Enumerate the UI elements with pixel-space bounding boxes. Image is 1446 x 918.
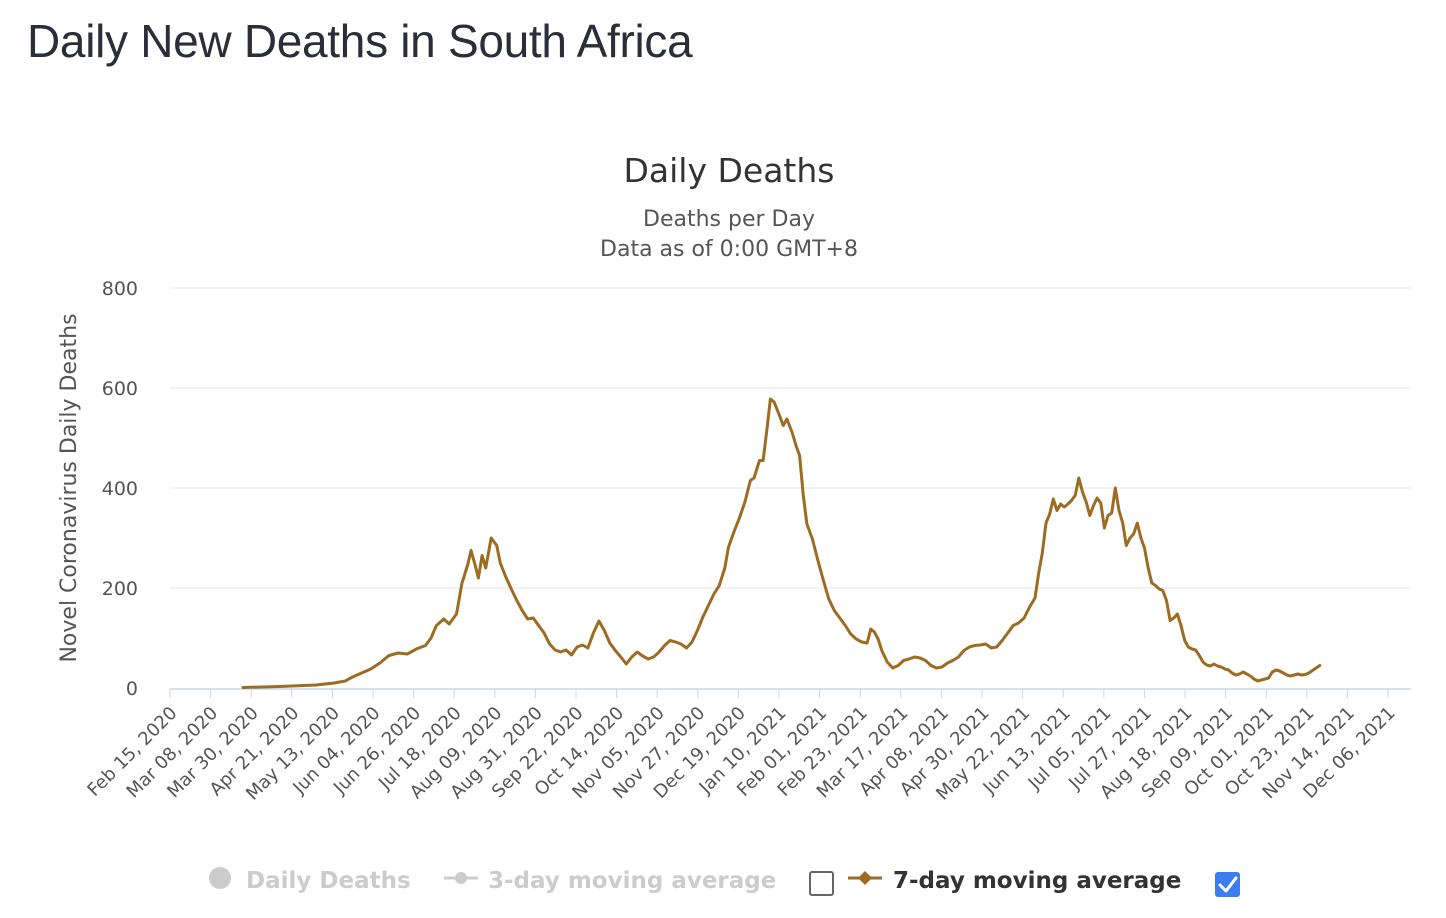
legend-label: 7-day moving average	[893, 868, 1181, 894]
page-title: Daily New Deaths in South Africa	[27, 15, 693, 67]
checkbox-box	[1215, 872, 1240, 897]
y-axis-label: Novel Coronavirus Daily Deaths	[57, 313, 82, 662]
legend-item-3-day-moving-average[interactable]: 3-day moving average	[444, 868, 776, 894]
y-tick-label: 200	[102, 578, 138, 600]
y-tick-label: 800	[102, 278, 138, 300]
grid-lines	[170, 287, 1411, 589]
legend-label: 3-day moving average	[488, 868, 776, 894]
chart-title: Daily Deaths	[624, 151, 835, 190]
legend-marker-circle-icon	[455, 872, 467, 884]
legend-item-7-day-moving-average[interactable]: 7-day moving average	[848, 868, 1181, 894]
checkbox-unchecked[interactable]	[809, 871, 834, 896]
series-line-7-day-moving-average	[241, 397, 1322, 689]
y-tick-label: 400	[102, 478, 138, 500]
checkmark-icon	[1218, 876, 1238, 893]
y-tick-label: 600	[102, 378, 138, 400]
chart-subtitle-line-1: Deaths per Day	[643, 207, 815, 232]
legend-marker-diamond-icon	[858, 871, 872, 885]
legend-marker-circle-icon	[209, 867, 231, 889]
legend: Daily Deaths 3-day moving average 7-day mo…	[209, 867, 1240, 897]
y-axis-ticks: 0 200 400 600 800	[102, 278, 138, 700]
series-layer	[241, 397, 1322, 689]
legend-item-daily-deaths[interactable]: Daily Deaths	[209, 867, 411, 894]
checkbox-checked[interactable]	[1215, 872, 1240, 897]
y-tick-label: 0	[126, 678, 138, 700]
legend-label: Daily Deaths	[246, 868, 411, 894]
chart-subtitle-line-2: Data as of 0:00 GMT+8	[600, 237, 858, 262]
